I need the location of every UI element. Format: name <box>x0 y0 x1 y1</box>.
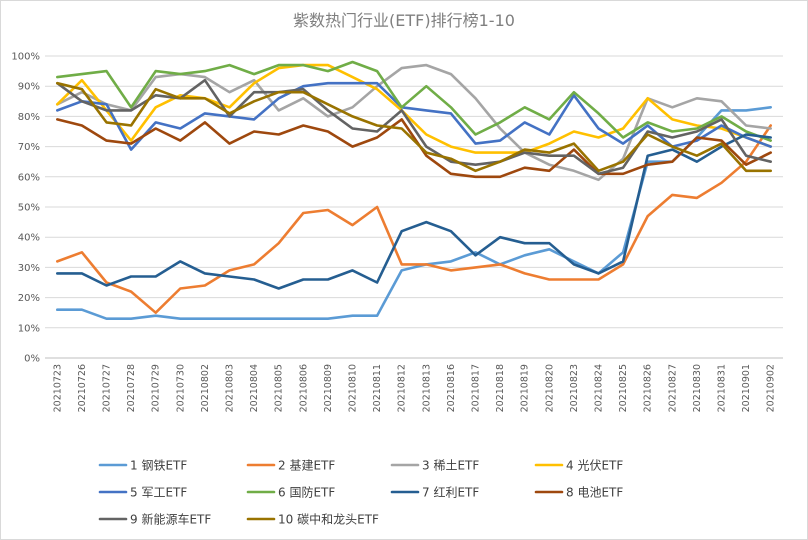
x-tick-label: 20210803 <box>225 364 236 412</box>
y-tick-label: 60% <box>18 172 40 183</box>
x-tick-label: 20210901 <box>741 364 752 412</box>
x-tick-label: 20210806 <box>298 364 309 412</box>
x-axis-ticks: 20210723 20210726 20210727 20210728 20210729… <box>52 364 776 412</box>
chart-title: 紫数热门行业(ETF)排行榜1-10 <box>293 11 515 30</box>
x-tick-label: 20210730 <box>175 364 186 412</box>
legend-label: 3 稀土ETF <box>422 459 479 473</box>
x-tick-label: 20210811 <box>372 364 383 412</box>
y-tick-label: 50% <box>18 203 40 214</box>
x-tick-label: 20210818 <box>495 364 506 412</box>
legend-label: 6 国防ETF <box>278 485 335 500</box>
legend-label: 5 军工ETF <box>130 486 187 500</box>
y-tick-label: 40% <box>18 233 40 244</box>
y-tick-label: 10% <box>18 323 40 334</box>
legend-label: 1 钢铁ETF <box>130 459 187 473</box>
x-tick-label: 20210804 <box>249 364 260 412</box>
x-tick-label: 20210826 <box>643 364 654 412</box>
legend-label: 2 基建ETF <box>278 459 335 473</box>
y-tick-label: 80% <box>18 112 40 123</box>
x-tick-label: 20210823 <box>569 364 580 412</box>
series-line <box>55 124 773 315</box>
x-tick-label: 20210817 <box>471 364 482 412</box>
x-tick-label: 20210824 <box>594 364 605 412</box>
x-tick-label: 20210827 <box>667 364 678 412</box>
x-tick-label: 20210830 <box>692 364 703 412</box>
x-tick-label: 20210729 <box>151 364 162 412</box>
series-line <box>55 60 773 142</box>
series-line <box>55 106 773 321</box>
x-tick-label: 20210805 <box>274 364 285 412</box>
series-lines <box>55 60 773 321</box>
y-tick-label: 20% <box>18 293 40 304</box>
y-tick-label: 30% <box>18 263 40 274</box>
y-tick-label: 100% <box>11 52 40 63</box>
x-tick-label: 20210809 <box>323 364 334 412</box>
y-axis-ticks: 0% 10% 20% 30% 40% 50% 60% 70% 80% 90% 100% <box>11 52 40 365</box>
x-tick-label: 20210723 <box>52 364 63 412</box>
x-tick-label: 20210810 <box>348 364 359 412</box>
x-tick-label: 20210820 <box>544 364 555 412</box>
y-tick-label: 0% <box>24 354 40 365</box>
x-tick-label: 20210902 <box>766 364 777 412</box>
y-tick-label: 90% <box>18 82 40 93</box>
x-tick-label: 20210831 <box>717 364 728 412</box>
series-line <box>55 118 773 179</box>
legend-label: 7 红利ETF <box>422 485 479 500</box>
legend-label: 9 新能源车ETF <box>130 512 211 527</box>
x-tick-label: 20210726 <box>77 364 88 412</box>
x-tick-label: 20210816 <box>446 364 457 412</box>
series-line <box>55 81 773 173</box>
x-tick-label: 20210728 <box>126 364 137 412</box>
legend-label: 4 光伏ETF <box>566 459 623 473</box>
legend-label: 10 碳中和龙头ETF <box>278 512 379 527</box>
legend: 1 钢铁ETF 2 基建ETF 3 稀土ETF 4 光伏ETF 5 军工ETF 6 国防E… <box>98 459 623 527</box>
x-tick-label: 20210813 <box>421 364 432 412</box>
series-line <box>55 133 773 290</box>
x-tick-label: 20210825 <box>618 364 629 412</box>
x-tick-label: 20210727 <box>102 364 113 412</box>
x-tick-label: 20210812 <box>397 364 408 412</box>
legend-label: 8 电池ETF <box>566 486 623 500</box>
series-line <box>55 81 773 151</box>
x-tick-label: 20210802 <box>200 364 211 412</box>
x-tick-label: 20210819 <box>520 364 531 412</box>
y-tick-label: 70% <box>18 142 40 153</box>
